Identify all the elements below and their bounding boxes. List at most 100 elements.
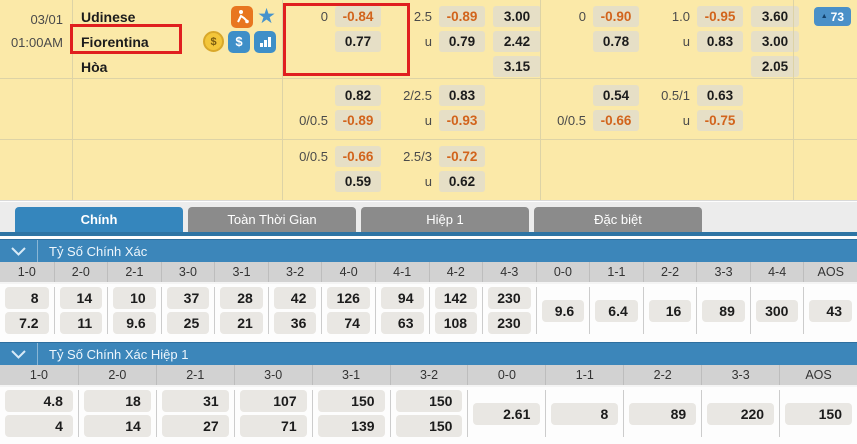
- score-odds-value[interactable]: 89: [702, 299, 745, 322]
- score-odds-value[interactable]: 4.8: [5, 390, 73, 412]
- score-col: 4.8 4: [0, 390, 78, 437]
- odds-value[interactable]: 0.59: [335, 171, 381, 192]
- score-odds-value[interactable]: 142: [434, 287, 478, 309]
- hdp-line: 0/0.5: [299, 149, 328, 164]
- dollar-icon[interactable]: $: [228, 30, 250, 53]
- odds-value[interactable]: 0.54: [593, 85, 639, 106]
- score-odds-value[interactable]: 150: [395, 390, 463, 412]
- score-odds-value[interactable]: 14: [83, 415, 151, 437]
- score-odds-value[interactable]: 21: [220, 312, 263, 334]
- odds-value[interactable]: 0.83: [439, 85, 485, 106]
- odds-value[interactable]: -0.84: [335, 6, 381, 27]
- score-odds-value[interactable]: 230: [488, 287, 531, 309]
- draw-row: Hòa: [73, 54, 282, 79]
- tab-chinh[interactable]: Chính: [15, 207, 183, 232]
- tabs-underline: [0, 232, 857, 236]
- score-odds-value[interactable]: 150: [317, 390, 385, 412]
- score-odds-value[interactable]: 9.6: [113, 312, 156, 334]
- star-icon[interactable]: ★: [257, 5, 276, 28]
- section-header[interactable]: Tỷ Số Chính Xác: [0, 239, 857, 262]
- odds-value[interactable]: 0.78: [593, 31, 639, 52]
- score-odds-value[interactable]: 31: [161, 390, 229, 412]
- score-odds-value[interactable]: 11: [59, 312, 103, 334]
- score-odds-value[interactable]: 150: [785, 402, 852, 425]
- score-col: 142 108: [428, 287, 483, 334]
- odds-value[interactable]: 0.79: [439, 31, 485, 52]
- score-odds-value[interactable]: 220: [707, 402, 775, 425]
- score-odds-value[interactable]: 4: [5, 415, 73, 437]
- score-odds-value[interactable]: 94: [380, 287, 424, 309]
- odds-value[interactable]: 2.05: [751, 56, 799, 77]
- score-odds-value[interactable]: 139: [317, 415, 385, 437]
- section-header[interactable]: Tỷ Số Chính Xác Hiệp 1: [0, 342, 857, 365]
- odds-value[interactable]: 0.77: [335, 31, 381, 52]
- odds-value[interactable]: -0.89: [335, 110, 381, 131]
- score-odds-value[interactable]: 74: [327, 312, 370, 334]
- score-col-header: 2-1: [155, 365, 234, 385]
- score-col: 10 9.6: [107, 287, 161, 334]
- odds-value[interactable]: 2.42: [493, 31, 541, 52]
- score-odds-value[interactable]: 126: [327, 287, 370, 309]
- odds-value[interactable]: 0.83: [697, 31, 743, 52]
- score-odds-value[interactable]: 300: [755, 299, 799, 322]
- score-odds-value[interactable]: 28: [220, 287, 263, 309]
- score-odds-value[interactable]: 37: [166, 287, 210, 309]
- score-odds-value[interactable]: 27: [161, 415, 229, 437]
- odds-value[interactable]: 3.00: [751, 31, 799, 52]
- score-odds-value[interactable]: 7.2: [5, 312, 49, 334]
- score-odds-value[interactable]: 63: [380, 312, 424, 334]
- odds-value[interactable]: 0.63: [697, 85, 743, 106]
- odds-value[interactable]: -0.93: [439, 110, 485, 131]
- score-odds-value[interactable]: 150: [395, 415, 463, 437]
- score-odds-value[interactable]: 107: [239, 390, 307, 412]
- score-odds-value[interactable]: 9.6: [541, 299, 585, 322]
- score-odds-value[interactable]: 16: [648, 299, 692, 322]
- score-col: 150 139: [311, 390, 390, 437]
- score-odds-value[interactable]: 6.4: [595, 299, 638, 322]
- score-odds-value[interactable]: 230: [488, 312, 531, 334]
- score-odds-value[interactable]: 8: [551, 402, 619, 425]
- odds-value[interactable]: -0.95: [697, 6, 743, 27]
- score-odds-value[interactable]: 43: [809, 299, 852, 322]
- score-odds-value[interactable]: 108: [434, 312, 478, 334]
- odds-value[interactable]: -0.66: [593, 110, 639, 131]
- score-col: 16: [642, 287, 697, 334]
- markets-count-badge[interactable]: ▲ 73: [813, 7, 851, 26]
- tab-toan-thoi-gian[interactable]: Toàn Thời Gian: [188, 207, 356, 232]
- under-label: u: [682, 34, 690, 49]
- odds-group-b2: 0.54 0.5/1 0.63 0/0.5 -0.66 u -0.75: [540, 79, 793, 139]
- odds-value[interactable]: 3.15: [493, 56, 541, 77]
- odds-value[interactable]: -0.75: [697, 110, 743, 131]
- score-col-header: 1-0: [17, 265, 36, 279]
- score-odds-value[interactable]: 42: [273, 287, 317, 309]
- odds-value[interactable]: 0.62: [439, 171, 485, 192]
- odds-value[interactable]: 0.82: [335, 85, 381, 106]
- tab-hiep-1[interactable]: Hiệp 1: [361, 207, 529, 232]
- tab-dac-biet[interactable]: Đặc biệt: [534, 207, 702, 232]
- score-col: 31 27: [155, 390, 234, 437]
- odds-value[interactable]: -0.72: [439, 146, 485, 167]
- score-odds-value[interactable]: 71: [239, 415, 307, 437]
- odds-value[interactable]: -0.66: [335, 146, 381, 167]
- score-odds-value[interactable]: 36: [273, 312, 317, 334]
- coin-icon[interactable]: $: [203, 31, 224, 52]
- odds-value[interactable]: 3.00: [493, 6, 541, 27]
- odds-value[interactable]: -0.89: [439, 6, 485, 27]
- stats-icon[interactable]: [254, 30, 276, 53]
- ou-line: 1.0: [671, 9, 690, 24]
- player-icon[interactable]: [231, 5, 254, 28]
- home-icons: ★: [231, 5, 276, 28]
- score-odds-value[interactable]: 2.61: [473, 402, 541, 425]
- score-col: 18 14: [77, 390, 156, 437]
- score-odds-value[interactable]: 8: [5, 287, 49, 309]
- score-sections: Tỷ Số Chính Xác 1-0 2-0 2-1 3-0 3-1 3-2 4-0 4-1 4…: [0, 239, 857, 444]
- odds-value[interactable]: 3.60: [751, 6, 799, 27]
- score-odds-value[interactable]: 18: [83, 390, 151, 412]
- odds-value[interactable]: -0.90: [593, 6, 639, 27]
- match-date: 03/01: [30, 12, 63, 27]
- score-odds-value[interactable]: 25: [166, 312, 210, 334]
- score-odds-value[interactable]: 14: [59, 287, 103, 309]
- away-icons: $ $: [203, 30, 276, 53]
- score-odds-value[interactable]: 89: [629, 402, 697, 425]
- score-odds-value[interactable]: 10: [113, 287, 156, 309]
